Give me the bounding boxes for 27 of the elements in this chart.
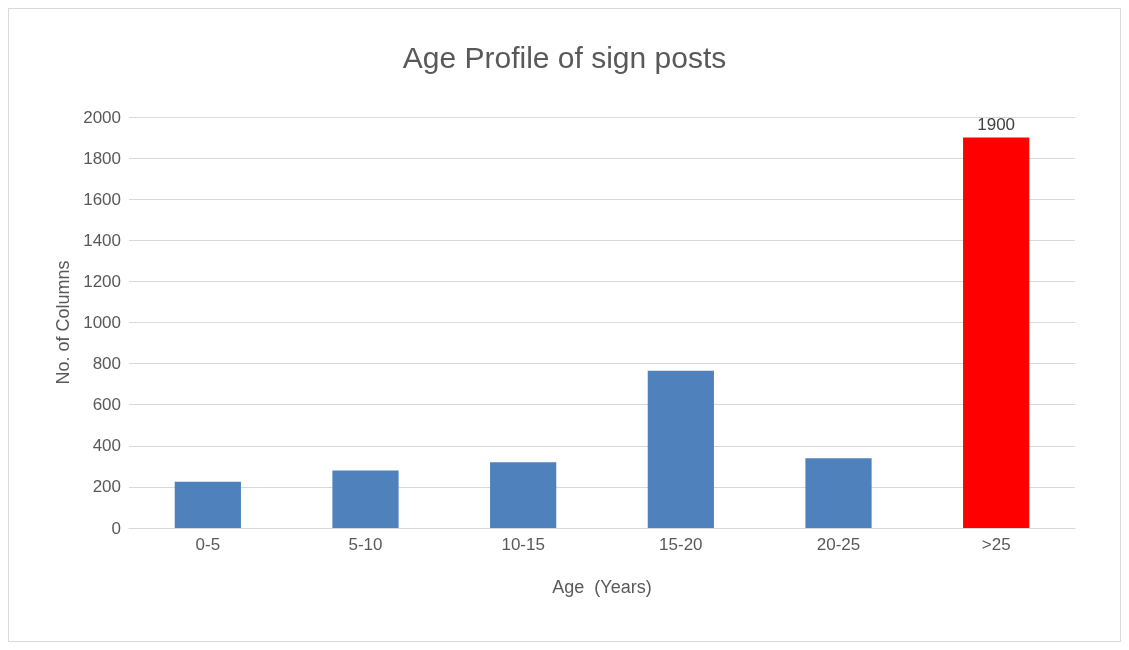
y-tick-label: 1800: [83, 148, 121, 168]
y-tick-label: 1200: [83, 271, 121, 291]
y-tick-label: 800: [92, 354, 121, 374]
bar: [963, 137, 1030, 528]
bar: [174, 481, 241, 528]
x-tick-label: 5-10: [348, 535, 383, 554]
y-tick-label: 2000: [83, 107, 121, 127]
x-tick-label: >25: [981, 535, 1011, 554]
x-axis-title: Age (Years): [552, 577, 652, 597]
y-tick-label: 1400: [83, 230, 121, 250]
bar: [647, 370, 714, 528]
bar: [332, 470, 399, 528]
y-tick-label: 200: [92, 477, 121, 497]
bar: [805, 458, 872, 528]
x-tick-label: 15-20: [659, 535, 703, 554]
y-axis-title: No. of Columns: [53, 260, 74, 385]
y-tick-label: 600: [92, 395, 121, 415]
x-tick-label: 10-15: [501, 535, 545, 554]
y-tick-label: 0: [111, 518, 121, 538]
y-tick-label: 1000: [83, 313, 121, 332]
y-tick-label: 1600: [83, 189, 121, 209]
x-tick-label: 0-5: [195, 535, 221, 554]
y-tick-label: 400: [92, 436, 121, 456]
data-label: 1900: [977, 114, 1016, 134]
bar: [490, 462, 557, 528]
x-tick-label: 20-25: [816, 535, 861, 554]
chart-title: Age Profile of sign posts: [402, 40, 727, 74]
